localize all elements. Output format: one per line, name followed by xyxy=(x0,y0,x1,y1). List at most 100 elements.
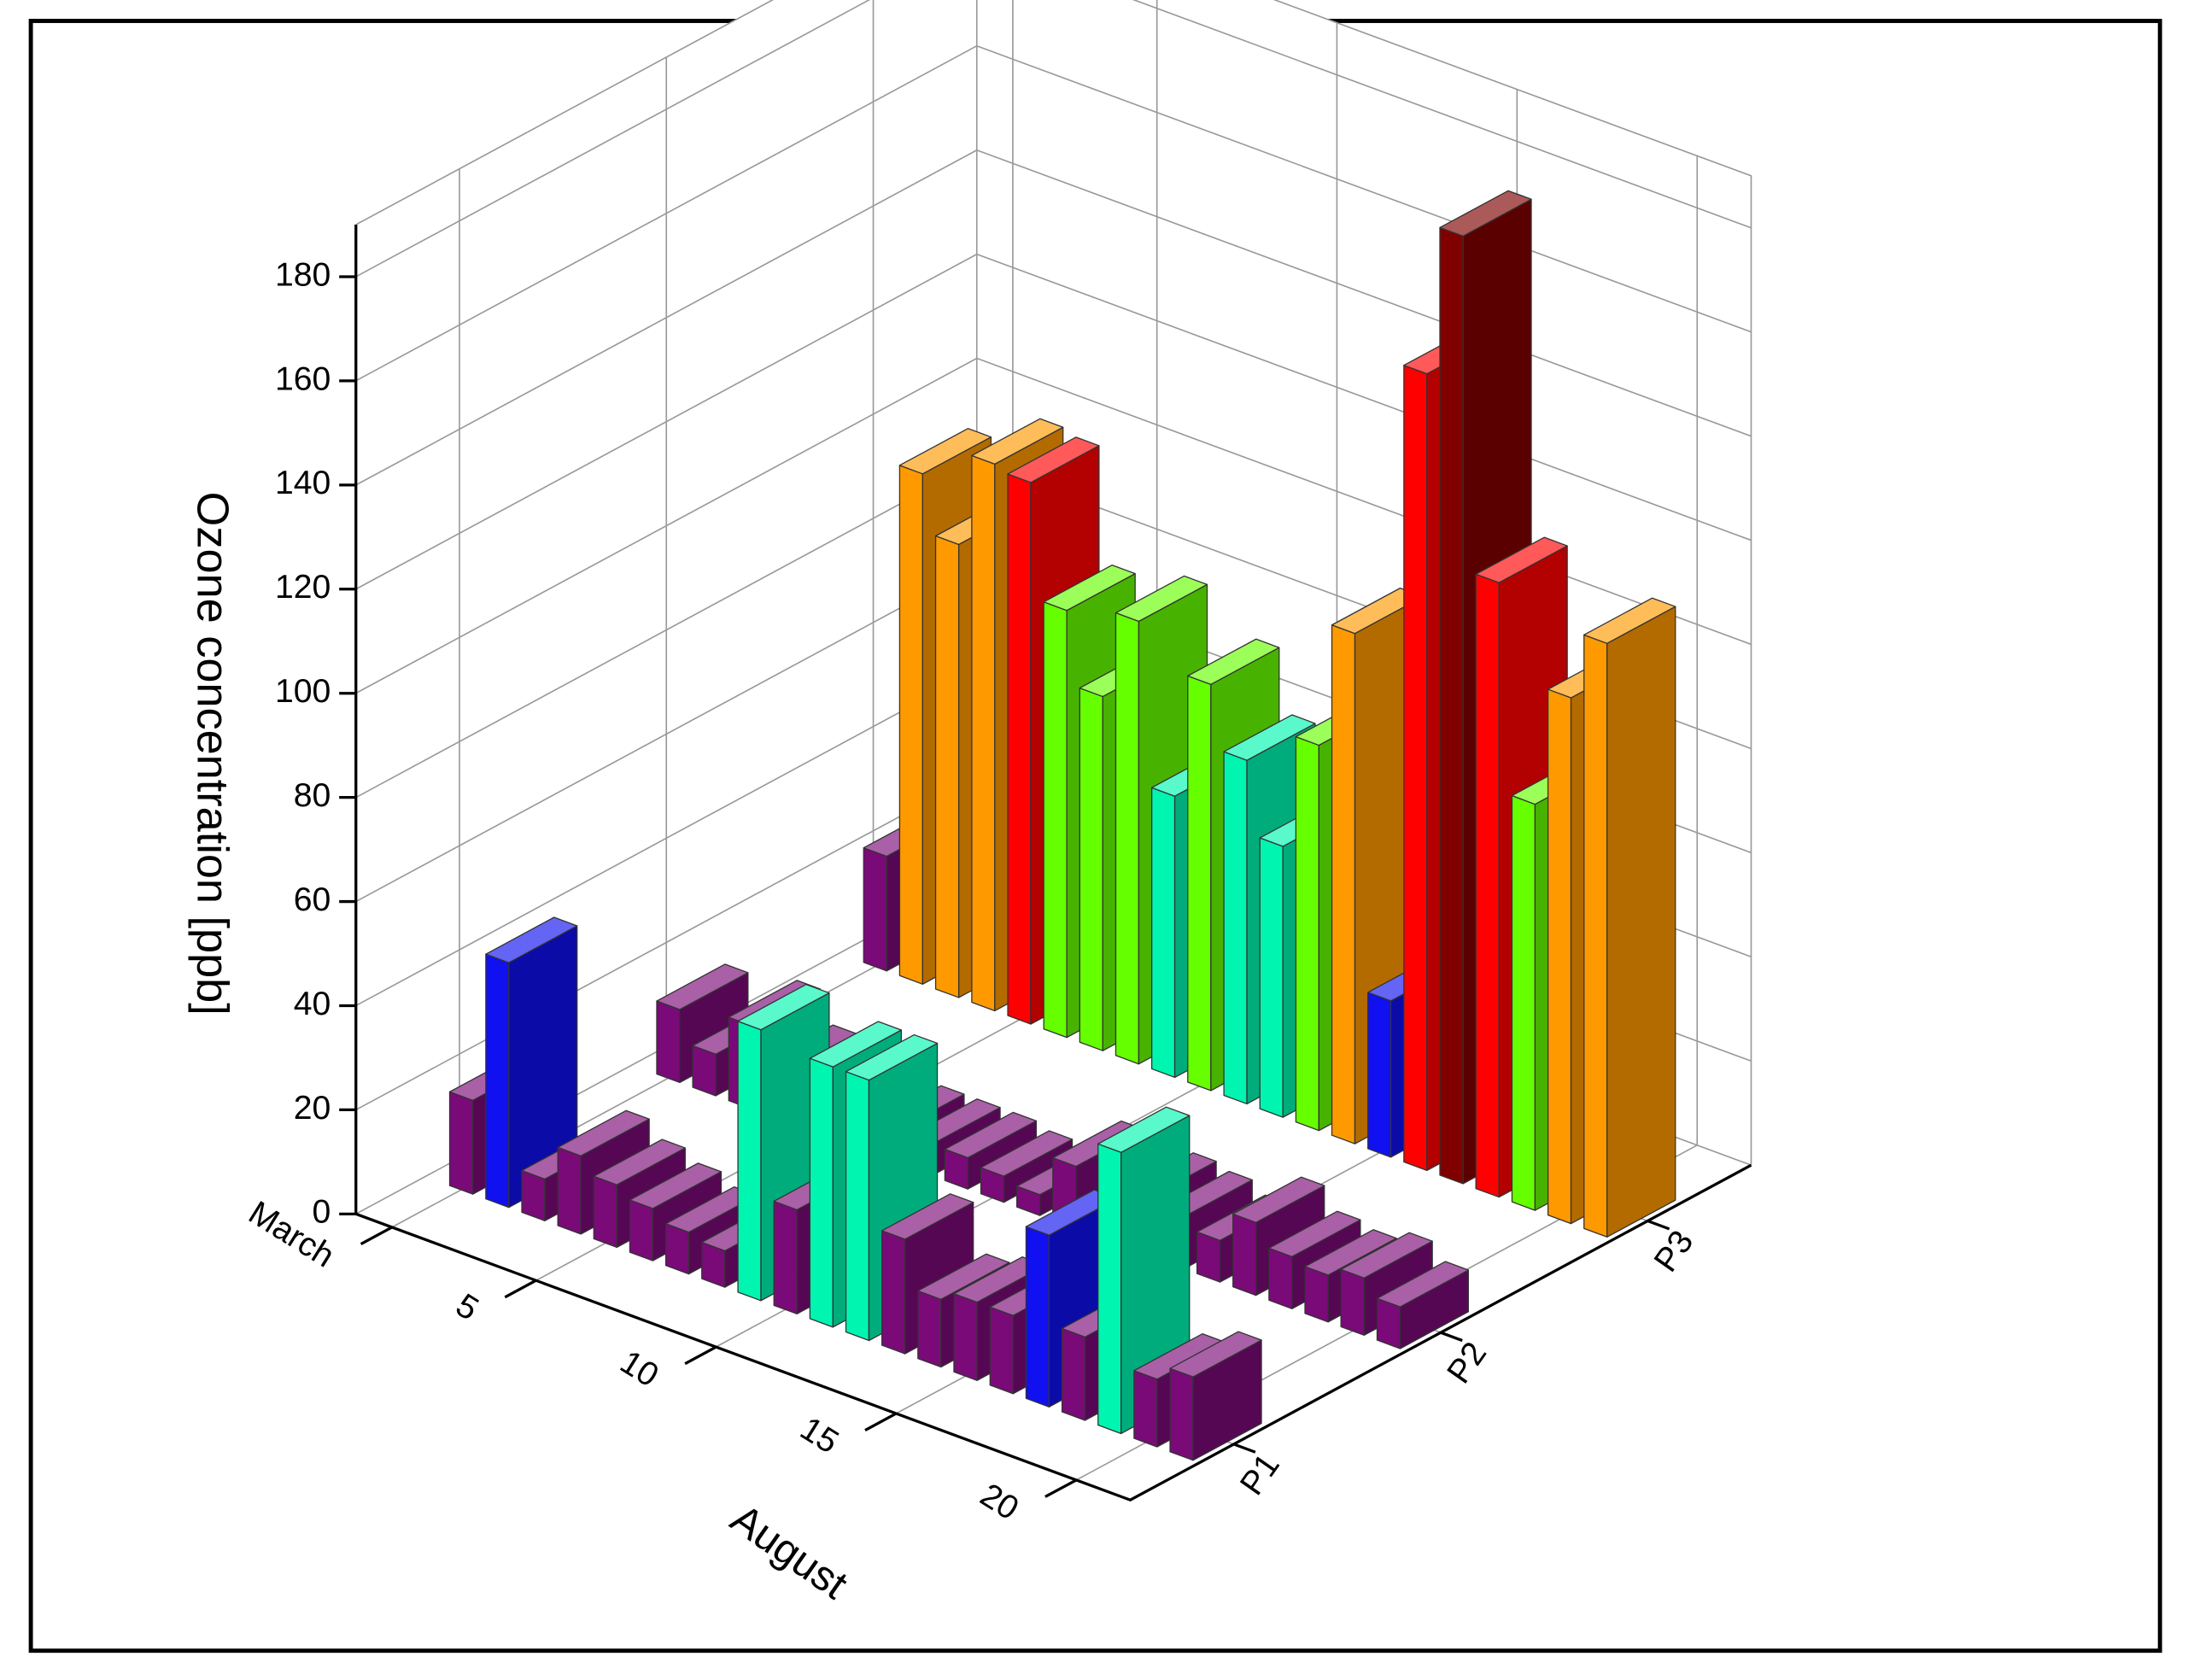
bar-front xyxy=(1475,573,1500,1198)
x-tick xyxy=(684,1345,717,1366)
y-tick-label: 60 xyxy=(294,881,331,918)
bar-side xyxy=(1606,606,1676,1238)
bar-top xyxy=(656,963,749,1010)
bar-front xyxy=(953,1293,978,1381)
depth-tick xyxy=(1440,1331,1463,1343)
bar xyxy=(1376,1261,1469,1349)
bar-top xyxy=(980,1130,1074,1177)
bar-top xyxy=(1376,1261,1469,1308)
y-tick-label: 100 xyxy=(275,673,331,710)
depth-tick xyxy=(1233,1443,1256,1454)
y-tick-label: 120 xyxy=(275,569,331,606)
bar-front xyxy=(1232,1213,1257,1297)
bar-front xyxy=(1439,226,1464,1185)
bar-front xyxy=(557,1146,582,1235)
grid-line xyxy=(355,0,1752,278)
bar-front xyxy=(1133,1370,1158,1448)
bar-front xyxy=(1079,687,1103,1051)
bar-top xyxy=(1268,1210,1361,1257)
bar-front xyxy=(656,1000,681,1084)
bar-top xyxy=(1169,1331,1262,1378)
bar-front xyxy=(1295,735,1320,1132)
x-tick xyxy=(504,1279,537,1299)
bar-front xyxy=(971,454,996,1012)
y-tick-label: 180 xyxy=(275,256,331,293)
grid-line xyxy=(1075,155,1699,1481)
bar-front xyxy=(1259,837,1284,1118)
bar-front xyxy=(1187,675,1212,1092)
bar-top xyxy=(1232,1176,1325,1223)
bar-front xyxy=(1511,794,1536,1211)
bar-top xyxy=(1043,565,1136,612)
bar-top xyxy=(557,1109,650,1157)
y-tick-label: 40 xyxy=(294,986,331,1022)
bar-top xyxy=(1583,597,1676,644)
bar-front xyxy=(1043,601,1068,1039)
bar-front xyxy=(1223,751,1248,1105)
bar-top xyxy=(737,983,830,1031)
y-axis-label: Ozone concentration [ppb] xyxy=(187,492,237,1016)
bar-front xyxy=(1583,634,1608,1238)
bar-front xyxy=(1169,1367,1194,1461)
x-tick xyxy=(1044,1478,1077,1498)
bar-top xyxy=(1475,536,1568,583)
y-tick-label: 20 xyxy=(294,1090,331,1127)
bar-front xyxy=(1114,612,1140,1065)
wall-edge xyxy=(355,0,1752,1166)
bar-front xyxy=(485,953,510,1209)
bar xyxy=(1583,597,1676,1238)
bar-front xyxy=(629,1199,654,1261)
bar-front xyxy=(1025,1226,1050,1408)
bar-top xyxy=(898,428,992,475)
bar-front xyxy=(934,535,960,998)
bar-front xyxy=(1097,1143,1122,1435)
bar-front xyxy=(737,1021,762,1302)
bar-top xyxy=(1340,1232,1433,1279)
bar-front xyxy=(1150,787,1176,1079)
bar-front xyxy=(1547,688,1572,1225)
bar-top xyxy=(1007,436,1100,483)
x-tick xyxy=(360,1226,393,1245)
bar-front xyxy=(1061,1327,1086,1421)
bar-front xyxy=(1403,365,1428,1172)
y-tick-label: 80 xyxy=(294,777,331,814)
bar-front xyxy=(881,1230,906,1355)
bar-front xyxy=(1340,1268,1365,1336)
y-tick-label: 140 xyxy=(275,465,331,501)
bar-front xyxy=(863,846,887,972)
depth-tick xyxy=(1647,1219,1670,1231)
bar-top xyxy=(1304,1229,1397,1276)
bar-front xyxy=(809,1057,834,1328)
bar-top xyxy=(1223,714,1316,761)
bar xyxy=(485,916,578,1209)
bar-top xyxy=(629,1162,723,1209)
bar-top xyxy=(485,916,578,963)
bar-top xyxy=(971,418,1064,465)
bar-top xyxy=(809,1021,903,1068)
bar-top xyxy=(845,1033,939,1081)
bar-front xyxy=(593,1175,617,1249)
y-tick-label: 160 xyxy=(275,360,331,397)
bar-top xyxy=(944,1111,1038,1159)
x-tick xyxy=(864,1412,898,1432)
bar-top xyxy=(1439,190,1532,237)
bar-front xyxy=(1007,473,1032,1025)
bar-top xyxy=(1114,575,1208,623)
bar-front xyxy=(989,1306,1014,1395)
bar-front xyxy=(1268,1247,1293,1309)
bar-front xyxy=(448,1091,474,1195)
bar-front xyxy=(1331,624,1356,1144)
bar-front xyxy=(898,465,924,985)
bar-front xyxy=(845,1071,870,1342)
y-tick-label: 0 xyxy=(313,1194,331,1231)
bar-top xyxy=(917,1253,1010,1300)
bar-front xyxy=(1304,1266,1329,1323)
bar-top xyxy=(1187,638,1280,685)
bar-front xyxy=(917,1290,942,1368)
bar-top xyxy=(1097,1106,1191,1153)
bar-front xyxy=(1367,992,1392,1158)
bar xyxy=(1169,1331,1262,1461)
bar-front xyxy=(773,1200,798,1314)
